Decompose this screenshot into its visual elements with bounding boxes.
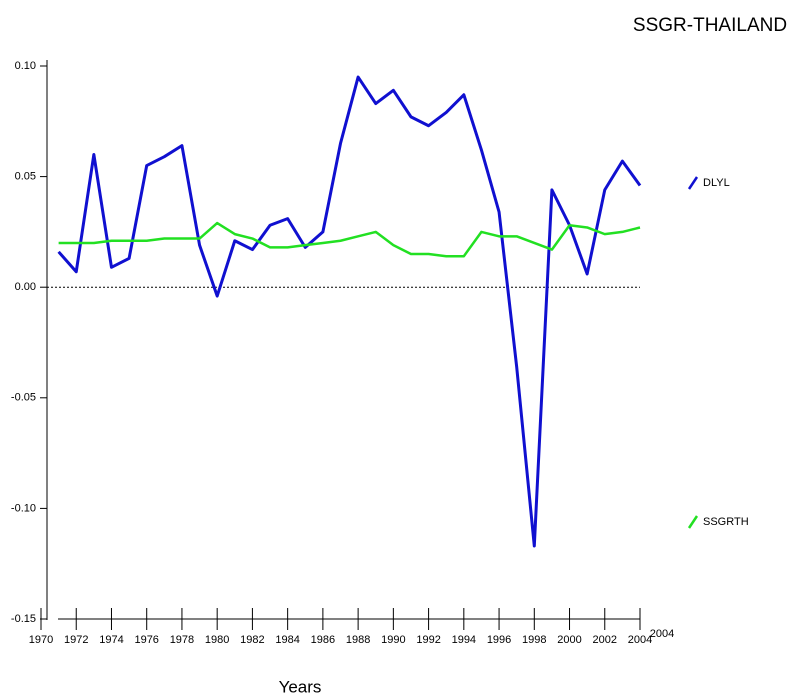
x-tick-label: 1996	[487, 634, 511, 646]
y-tick-label: 0.05	[15, 171, 36, 183]
x-tick-label: 1986	[311, 634, 335, 646]
x-tick-label: 1990	[381, 634, 405, 646]
x-tick-label: 1980	[205, 634, 229, 646]
x-tick-label: 1988	[346, 634, 370, 646]
legend-label: SSGRTH	[703, 516, 749, 528]
legend-swatch	[687, 515, 699, 529]
y-tick-label: -0.15	[11, 613, 36, 625]
x-tick-label: 1982	[240, 634, 264, 646]
x-tick-label: 1976	[134, 634, 158, 646]
x-tick-label: 1972	[64, 634, 88, 646]
legend-swatch	[687, 176, 699, 190]
legend-label: DLYL	[703, 177, 730, 189]
x-tick-label: 1998	[522, 634, 546, 646]
x-axis-title: Years	[279, 677, 322, 696]
y-tick-label: -0.05	[11, 392, 36, 404]
y-tick-label: 0.00	[15, 281, 36, 293]
x-tick-label: 1970	[29, 634, 53, 646]
x-tick-label: 2000	[557, 634, 581, 646]
x-tick-label: 1984	[275, 634, 299, 646]
y-tick-label: 0.10	[15, 60, 36, 72]
x-tick-label: 2004	[628, 634, 652, 646]
x-tick-label: 2002	[593, 634, 617, 646]
x-tick-label: 1974	[99, 634, 123, 646]
x-tick-label: 1994	[452, 634, 476, 646]
y-tick-label: -0.10	[11, 502, 36, 514]
x-tick-label: 1978	[170, 634, 194, 646]
x-tick-label: 1992	[416, 634, 440, 646]
series-line	[58, 221, 641, 258]
series-line	[57, 75, 642, 548]
chart-title: SSGR-THAILAND	[633, 15, 787, 36]
annotation: 2004	[650, 628, 674, 640]
